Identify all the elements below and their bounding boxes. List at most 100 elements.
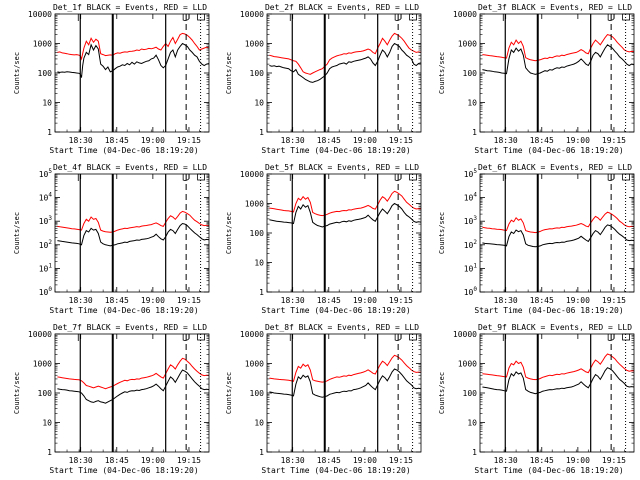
chart-panel-6: Det_6f BLACK = Events, RED = LLD Counts/s… <box>438 163 635 315</box>
y-tick-label: 105 <box>464 168 478 179</box>
y-tick-label: 10 <box>254 259 264 268</box>
lld-line <box>57 357 210 390</box>
events-line <box>57 369 210 404</box>
y-tick-label: 1 <box>472 128 477 137</box>
y-tick-label: 102 <box>464 239 478 250</box>
y-tick-label: 1000 <box>458 360 477 369</box>
y-tick-label: 10000 <box>28 330 52 339</box>
y-tick-label: 100 <box>38 389 53 398</box>
x-axis-label: Start Time (04-Dec-06 18:19:20) <box>261 306 410 315</box>
x-tick-label: 18:30 <box>281 296 305 305</box>
y-tick-label: 1000 <box>245 360 264 369</box>
x-tick-label: 18:45 <box>530 296 554 305</box>
x-axis-label: Start Time (04-Dec-06 18:19:20) <box>49 306 198 315</box>
y-tick-label: 100 <box>250 229 265 238</box>
y-tick-label: 101 <box>464 262 478 273</box>
y-tick-label: 10 <box>467 419 477 428</box>
x-tick-label: 18:45 <box>530 136 554 145</box>
y-tick-label: 10000 <box>240 10 264 19</box>
lld-line <box>269 354 422 383</box>
y-tick-label: 100 <box>463 69 478 78</box>
events-line <box>482 224 635 248</box>
x-tick-label: 19:00 <box>566 456 590 465</box>
x-tick-label: 19:15 <box>602 296 626 305</box>
x-tick-label: 18:30 <box>69 456 93 465</box>
y-tick-label: 100 <box>464 286 478 297</box>
chart-panel-2: Det_2f BLACK = Events, RED = LLD Counts/s… <box>225 3 422 155</box>
y-tick-label: 1 <box>259 288 264 297</box>
y-tick-label: 101 <box>39 262 53 273</box>
y-tick-label: 104 <box>464 192 478 203</box>
y-tick-label: 1 <box>472 448 477 457</box>
y-tick-label: 104 <box>39 192 53 203</box>
y-axis-label: Counts/sec <box>13 52 21 94</box>
events-line <box>57 42 210 78</box>
y-tick-label: 1000 <box>33 40 52 49</box>
lld-line <box>57 32 210 61</box>
x-tick-label: 19:00 <box>566 136 590 145</box>
x-tick-label: 19:00 <box>141 136 165 145</box>
chart-panel-4: Det_4f BLACK = Events, RED = LLD Counts/s… <box>13 163 210 315</box>
x-tick-label: 18:30 <box>281 456 305 465</box>
chart-title: Det_4f BLACK = Events, RED = LLD <box>53 163 207 172</box>
y-tick-label: 10 <box>42 99 52 108</box>
x-tick-label: 18:45 <box>317 296 341 305</box>
y-tick-label: 1000 <box>245 40 264 49</box>
chart-title: Det_2f BLACK = Events, RED = LLD <box>265 3 419 12</box>
y-axis-label: Counts/sec <box>13 372 21 414</box>
chart-title: Det_9f BLACK = Events, RED = LLD <box>478 323 632 332</box>
x-tick-label: 18:30 <box>281 136 305 145</box>
y-axis-label: Counts/sec <box>225 372 233 414</box>
x-tick-label: 18:30 <box>494 456 518 465</box>
y-axis-label: Counts/sec <box>438 372 446 414</box>
y-tick-label: 105 <box>39 168 53 179</box>
x-tick-label: 19:15 <box>389 136 413 145</box>
x-tick-label: 18:30 <box>494 136 518 145</box>
x-tick-label: 19:15 <box>602 136 626 145</box>
y-tick-label: 10000 <box>453 330 477 339</box>
y-tick-label: 1 <box>259 128 264 137</box>
chart-title: Det_5f BLACK = Events, RED = LLD <box>265 163 419 172</box>
x-axis-label: Start Time (04-Dec-06 18:19:20) <box>49 146 198 155</box>
x-tick-label: 18:45 <box>105 456 129 465</box>
lld-line <box>482 353 635 381</box>
y-tick-label: 10 <box>42 419 52 428</box>
y-tick-label: 1 <box>47 448 52 457</box>
x-tick-label: 19:00 <box>141 456 165 465</box>
y-tick-label: 10000 <box>240 330 264 339</box>
x-tick-label: 19:15 <box>389 296 413 305</box>
x-axis-label: Start Time (04-Dec-06 18:19:20) <box>474 146 623 155</box>
y-tick-label: 103 <box>464 215 478 226</box>
lld-line <box>482 211 635 234</box>
y-tick-label: 10000 <box>240 170 264 179</box>
chart-panel-3: Det_3f BLACK = Events, RED = LLD Counts/s… <box>438 3 635 155</box>
y-axis-label: Counts/sec <box>438 212 446 254</box>
events-line <box>57 222 210 247</box>
y-tick-label: 103 <box>39 215 53 226</box>
plot-frame <box>479 173 635 293</box>
chart-panel-8: Det_8f BLACK = Events, RED = LLD Counts/s… <box>225 323 422 475</box>
y-tick-label: 100 <box>250 69 265 78</box>
y-tick-label: 1 <box>47 128 52 137</box>
x-tick-label: 18:30 <box>69 136 93 145</box>
x-tick-label: 18:45 <box>530 456 554 465</box>
chart-panel-7: Det_7f BLACK = Events, RED = LLD Counts/s… <box>13 323 210 475</box>
y-tick-label: 1 <box>259 448 264 457</box>
chart-title: Det_8f BLACK = Events, RED = LLD <box>265 323 419 332</box>
x-tick-label: 18:30 <box>494 296 518 305</box>
chart-panel-5: Det_5f BLACK = Events, RED = LLD Counts/s… <box>225 163 422 315</box>
lld-line <box>269 190 422 217</box>
x-tick-label: 19:15 <box>602 456 626 465</box>
x-tick-label: 18:45 <box>105 136 129 145</box>
y-axis-label: Counts/sec <box>225 52 233 94</box>
lld-line <box>482 34 635 62</box>
lld-line <box>57 210 210 233</box>
y-tick-label: 10 <box>254 99 264 108</box>
y-tick-label: 10000 <box>28 10 52 19</box>
x-tick-label: 19:00 <box>566 296 590 305</box>
y-axis-label: Counts/sec <box>13 212 21 254</box>
y-tick-label: 102 <box>39 239 53 250</box>
y-tick-label: 1000 <box>458 40 477 49</box>
y-tick-label: 10 <box>467 99 477 108</box>
y-tick-label: 1000 <box>33 360 52 369</box>
